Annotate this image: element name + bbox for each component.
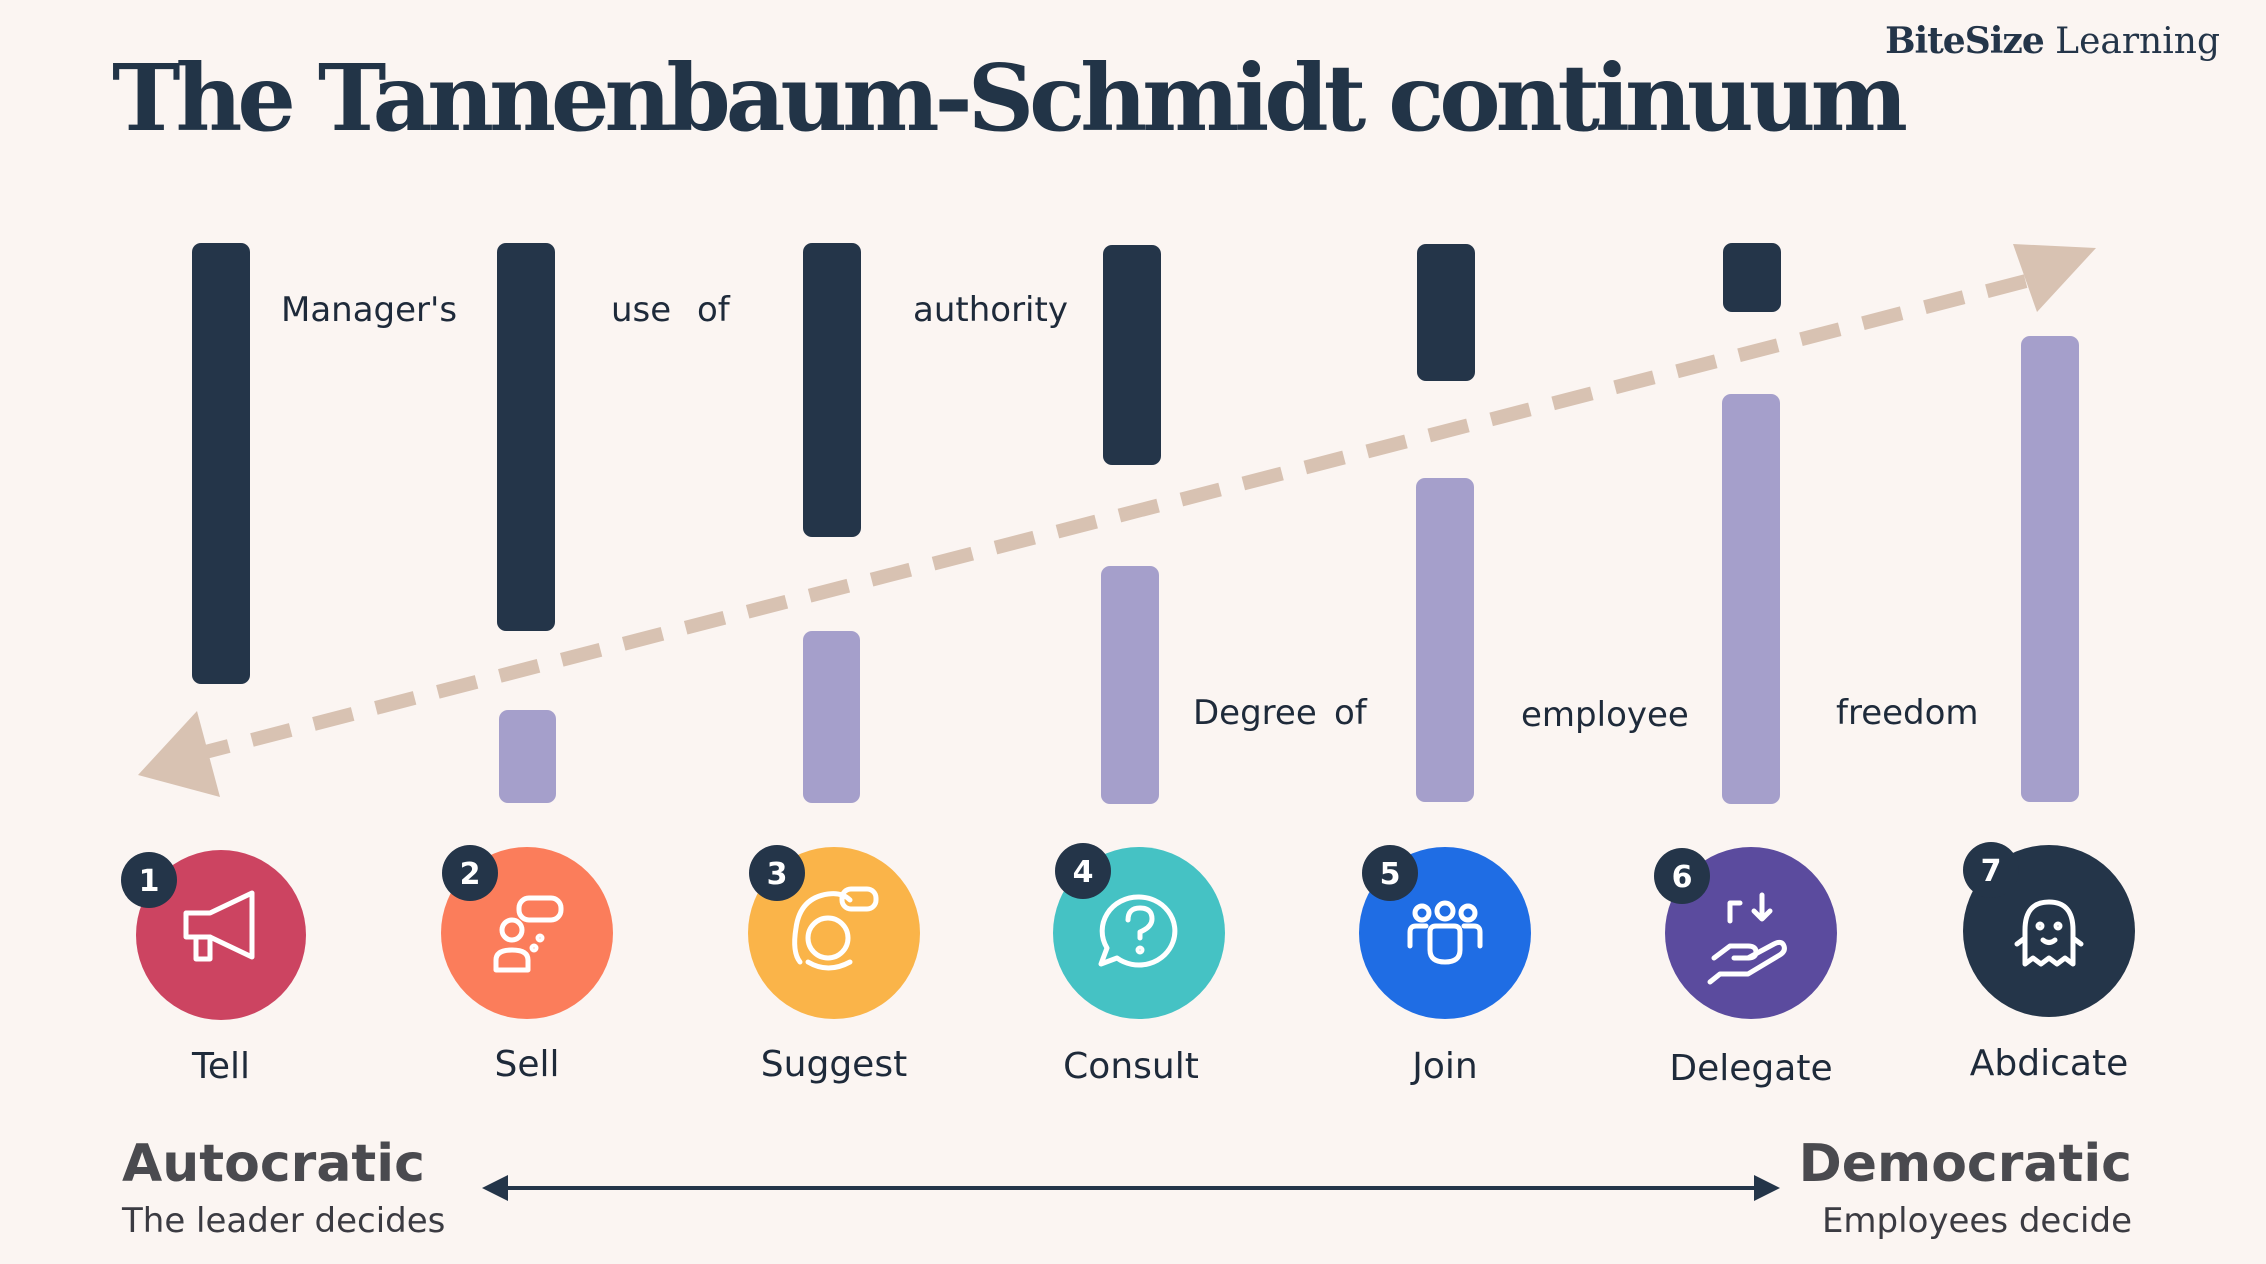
freedom-word-3: employee [1521, 695, 1689, 735]
step-delegate: 6 Delegate [1654, 847, 1837, 1089]
authority-bars [192, 243, 1781, 684]
megaphone-icon [183, 890, 255, 962]
dashed-continuum-arrow [138, 244, 2096, 797]
step-1-badge [121, 852, 177, 908]
question-bubble-icon [1098, 894, 1178, 968]
authority-word-4: authority [913, 290, 1068, 330]
step-2-number: 2 [460, 857, 481, 892]
freedom-bar-2 [499, 710, 556, 803]
step-suggest: 3 Suggest [748, 845, 920, 1085]
freedom-word-2: of [1334, 693, 1368, 733]
step-5-label: Join [1410, 1046, 1477, 1087]
step-4-label: Consult [1063, 1046, 1199, 1087]
step-join: 5 Join [1359, 845, 1531, 1087]
authority-bar-1 [192, 243, 250, 684]
freedom-bar-7 [2021, 336, 2079, 802]
page-title: The Tannenbaum-Schmidt continuum [112, 44, 1908, 152]
authority-word-3: of [697, 290, 731, 330]
democratic-title: Democratic [1799, 1134, 2132, 1194]
step-1-number: 1 [139, 864, 160, 899]
autocratic-subtitle: The leader decides [121, 1201, 445, 1241]
brand-rest: Learning [2043, 21, 2220, 62]
step-7-label: Abdicate [1970, 1043, 2128, 1084]
authority-bar-3 [803, 243, 861, 537]
freedom-word-4: freedom [1836, 693, 1979, 733]
step-tell: 1 Tell [121, 850, 306, 1087]
ghost-icon [2014, 899, 2084, 967]
authority-word-2: use [611, 290, 671, 330]
authority-bar-4 [1103, 245, 1161, 465]
step-consult: 4 Consult [1053, 843, 1225, 1087]
step-5-badge [1362, 845, 1418, 901]
solid-arrow-head-left [482, 1175, 508, 1201]
team-icon [1407, 900, 1483, 965]
brand-bold: BiteSize [1885, 20, 2045, 62]
step-7-number: 7 [1981, 854, 2002, 889]
democratic-subtitle: Employees decide [1822, 1201, 2132, 1241]
person-speaking-icon [792, 886, 879, 971]
step-6-badge [1654, 848, 1710, 904]
authority-bar-6 [1723, 243, 1781, 312]
dashed-arrow-head-left [138, 711, 220, 797]
freedom-bar-3 [803, 631, 860, 803]
step-3-badge [749, 845, 805, 901]
freedom-word-1: Degree [1193, 693, 1317, 733]
autocratic-democratic-arrow [482, 1175, 1780, 1201]
dashed-arrow-head-right [2013, 244, 2096, 312]
freedom-bars [499, 336, 2079, 804]
step-4-badge [1055, 843, 1111, 899]
authority-bar-5 [1417, 244, 1475, 381]
autocratic-title: Autocratic [122, 1134, 425, 1194]
speech-bubble-person-icon [493, 895, 564, 973]
freedom-bar-4 [1101, 566, 1159, 804]
step-6-label: Delegate [1669, 1048, 1832, 1089]
step-3-label: Suggest [761, 1044, 907, 1085]
step-3-number: 3 [767, 857, 788, 892]
hand-receive-icon [1707, 892, 1787, 985]
step-7-badge [1963, 842, 2019, 898]
solid-arrow-head-right [1754, 1175, 1780, 1201]
step-4-number: 4 [1073, 855, 1094, 890]
step-2-badge [442, 845, 498, 901]
step-5-number: 5 [1380, 857, 1401, 892]
step-sell: 2 Sell [441, 845, 613, 1085]
step-6-circle [1665, 847, 1837, 1019]
authority-word-1: Manager's [281, 290, 457, 330]
freedom-bar-6 [1722, 394, 1780, 804]
step-1-circle [136, 850, 306, 1020]
step-2-label: Sell [494, 1044, 559, 1085]
step-abdicate: 7 Abdicate [1963, 842, 2135, 1084]
brand-logo: BiteSize Learning [1885, 20, 2220, 62]
step-6-number: 6 [1672, 860, 1693, 895]
step-1-label: Tell [191, 1046, 250, 1087]
freedom-bar-5 [1416, 478, 1474, 802]
authority-bar-2 [497, 243, 555, 631]
